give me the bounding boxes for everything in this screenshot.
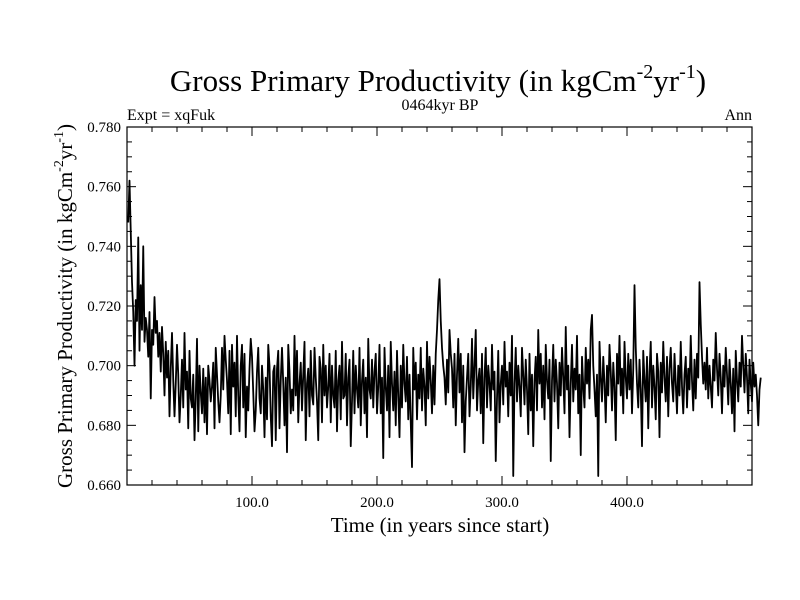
x-tick-label: 400.0 [610, 495, 644, 511]
x-axis-label: Time (in years since start) [331, 513, 550, 537]
axis-ticks: 100.0 200.0 300.0 400.0 0.660 0.680 0.700 0.720… [87, 120, 752, 511]
y-tick-label: 0.740 [87, 239, 121, 255]
y-tick-label: 0.760 [87, 180, 121, 196]
series-layer [127, 179, 762, 477]
y-axis-label: Gross Primary Productivity (in kgCm-2yr-… [52, 124, 77, 488]
y-tick-label: 0.780 [87, 120, 121, 136]
y-tick-label: 0.720 [87, 299, 121, 315]
y-tick-label: 0.700 [87, 359, 121, 375]
chart-title: Gross Primary Productivity (in kgCm-2yr-… [170, 61, 706, 98]
experiment-label: Expt = xqFuk [127, 107, 215, 124]
series-line-gpp [127, 179, 762, 477]
period-label: 0464kyr BP [402, 97, 479, 114]
y-tick-label: 0.680 [87, 418, 121, 434]
plot-frame [126, 126, 753, 486]
x-tick-label: 300.0 [485, 495, 519, 511]
season-label: Ann [724, 107, 752, 124]
y-tick-label: 0.660 [87, 478, 121, 494]
x-tick-label: 200.0 [360, 495, 394, 511]
x-tick-label: 100.0 [235, 495, 269, 511]
